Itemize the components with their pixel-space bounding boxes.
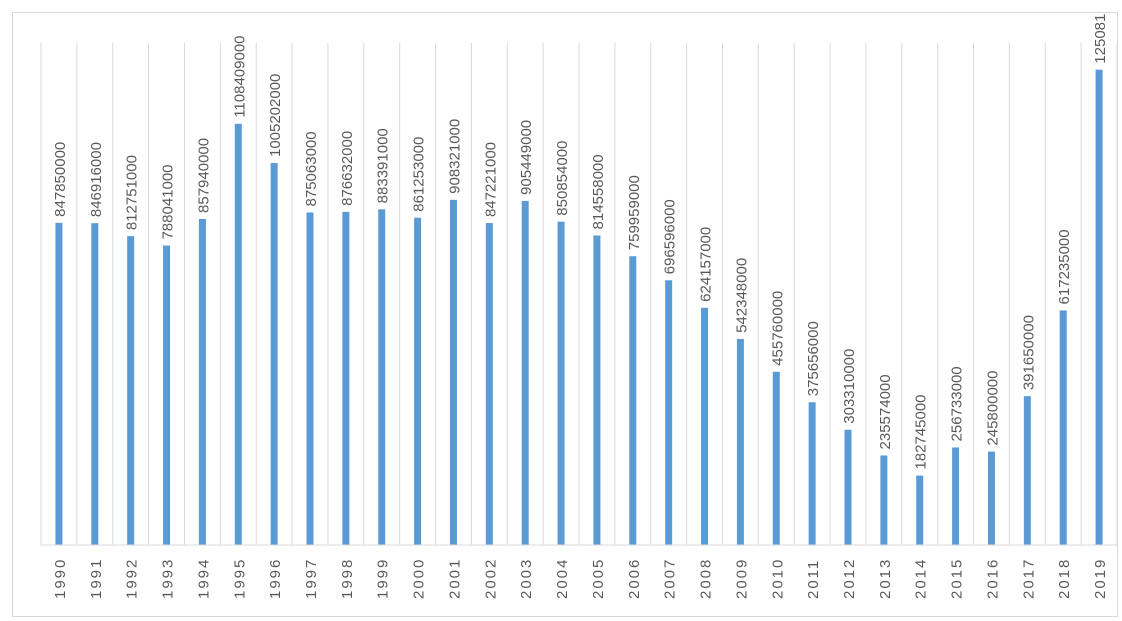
data-label-2010: 455760000 xyxy=(769,291,786,366)
x-tick-2014: 2014 xyxy=(913,558,930,599)
data-label-1999: 883391000 xyxy=(375,128,392,203)
bar-1996 xyxy=(271,163,278,545)
x-tick-1996: 1996 xyxy=(267,558,284,599)
data-label-2011: 375656000 xyxy=(805,321,822,396)
data-label-2001: 908321000 xyxy=(446,119,463,194)
x-tick-1992: 1992 xyxy=(124,558,141,599)
x-tick-2005: 2005 xyxy=(590,558,607,599)
x-tick-1990: 1990 xyxy=(52,558,69,599)
bar-2008 xyxy=(701,308,708,545)
bar-1997 xyxy=(307,212,314,545)
x-tick-1993: 1993 xyxy=(160,558,177,599)
x-tick-1999: 1999 xyxy=(375,558,392,599)
data-label-2006: 759959000 xyxy=(626,175,643,250)
bar-2012 xyxy=(845,430,852,545)
bar-2009 xyxy=(737,339,744,545)
x-tick-2004: 2004 xyxy=(554,558,571,599)
x-tick-1998: 1998 xyxy=(339,558,356,599)
x-tick-2015: 2015 xyxy=(949,558,966,599)
bar-2016 xyxy=(988,452,995,545)
data-label-1993: 788041000 xyxy=(160,164,177,239)
x-tick-2008: 2008 xyxy=(698,558,715,599)
x-tick-2009: 2009 xyxy=(733,558,750,599)
x-tick-1994: 1994 xyxy=(195,558,212,599)
bar-2007 xyxy=(665,280,672,545)
data-label-2000: 861253000 xyxy=(411,137,428,212)
x-tick-2003: 2003 xyxy=(518,558,535,599)
bar-1998 xyxy=(342,212,349,545)
x-tick-2018: 2018 xyxy=(1056,558,1073,599)
bar-2002 xyxy=(486,223,493,545)
bar-1993 xyxy=(163,246,170,545)
x-tick-2000: 2000 xyxy=(411,558,428,599)
bar-2017 xyxy=(1024,396,1031,545)
bar-1994 xyxy=(199,219,206,545)
bar-1999 xyxy=(378,209,385,545)
x-tick-2017: 2017 xyxy=(1020,558,1037,599)
x-axis-ticks: 1990 1991 1992 1993 1994 1995 1996 1997 1998 1999… xyxy=(52,558,1109,599)
bar-2005 xyxy=(593,235,600,545)
bar-1992 xyxy=(127,236,134,545)
x-tick-2011: 2011 xyxy=(805,559,822,599)
data-label-2005: 814558000 xyxy=(590,154,607,229)
data-label-2012: 303310000 xyxy=(841,349,858,424)
x-tick-2012: 2012 xyxy=(841,558,858,599)
chart-frame: 847850000 846916000 812751000 788041000 8579… xyxy=(12,12,1118,617)
data-label-1990: 847850000 xyxy=(52,142,69,217)
data-label-1997: 875063000 xyxy=(303,131,320,206)
x-tick-2013: 2013 xyxy=(877,558,894,599)
bar-2018 xyxy=(1060,310,1067,545)
bar-2000 xyxy=(414,218,421,545)
data-label-1996: 1005202000 xyxy=(267,74,284,157)
data-label-2002: 847221000 xyxy=(482,142,499,217)
data-label-2003: 905449000 xyxy=(518,120,535,195)
bar-chart: 847850000 846916000 812751000 788041000 8579… xyxy=(13,13,1119,618)
x-tick-1991: 1991 xyxy=(88,558,105,599)
x-tick-1997: 1997 xyxy=(303,558,320,599)
x-tick-2010: 2010 xyxy=(769,558,786,599)
data-label-2008: 624157000 xyxy=(698,227,715,302)
data-label-1991: 846916000 xyxy=(88,142,105,217)
bar-2003 xyxy=(522,201,529,545)
bar-2011 xyxy=(809,402,816,545)
x-tick-2007: 2007 xyxy=(662,558,679,599)
data-label-2014: 182745000 xyxy=(913,394,930,469)
bar-1995 xyxy=(235,124,242,545)
data-label-2007: 696596000 xyxy=(662,199,679,274)
x-tick-2001: 2001 xyxy=(446,558,463,599)
bar-2014 xyxy=(916,476,923,545)
x-tick-2016: 2016 xyxy=(984,558,1001,599)
bar-2001 xyxy=(450,200,457,545)
bar-1991 xyxy=(91,223,98,545)
data-label-2019: 1250818000 xyxy=(1092,13,1109,64)
bar-2004 xyxy=(558,222,565,545)
data-label-1992: 812751000 xyxy=(124,155,141,230)
x-tick-2019: 2019 xyxy=(1092,558,1109,599)
data-labels: 847850000 846916000 812751000 788041000 8579… xyxy=(52,13,1109,470)
data-label-1994: 857940000 xyxy=(195,138,212,213)
data-label-1995: 1108409000 xyxy=(231,35,248,117)
x-tick-2006: 2006 xyxy=(626,558,643,599)
data-label-2017: 391650000 xyxy=(1020,315,1037,390)
x-tick-2002: 2002 xyxy=(482,558,499,599)
data-label-2013: 235574000 xyxy=(877,374,894,449)
data-label-2009: 542348000 xyxy=(733,258,750,333)
bar-2015 xyxy=(952,447,959,545)
data-label-2018: 617235000 xyxy=(1056,229,1073,304)
bar-2006 xyxy=(629,256,636,545)
bar-1990 xyxy=(55,223,62,545)
data-label-1998: 876632000 xyxy=(339,131,356,206)
bar-2013 xyxy=(880,455,887,545)
bar-2010 xyxy=(773,372,780,545)
data-label-2016: 245800000 xyxy=(984,371,1001,446)
data-label-2015: 256733000 xyxy=(949,366,966,441)
bar-2019 xyxy=(1096,70,1103,545)
x-tick-1995: 1995 xyxy=(231,558,248,599)
data-label-2004: 850854000 xyxy=(554,141,571,216)
